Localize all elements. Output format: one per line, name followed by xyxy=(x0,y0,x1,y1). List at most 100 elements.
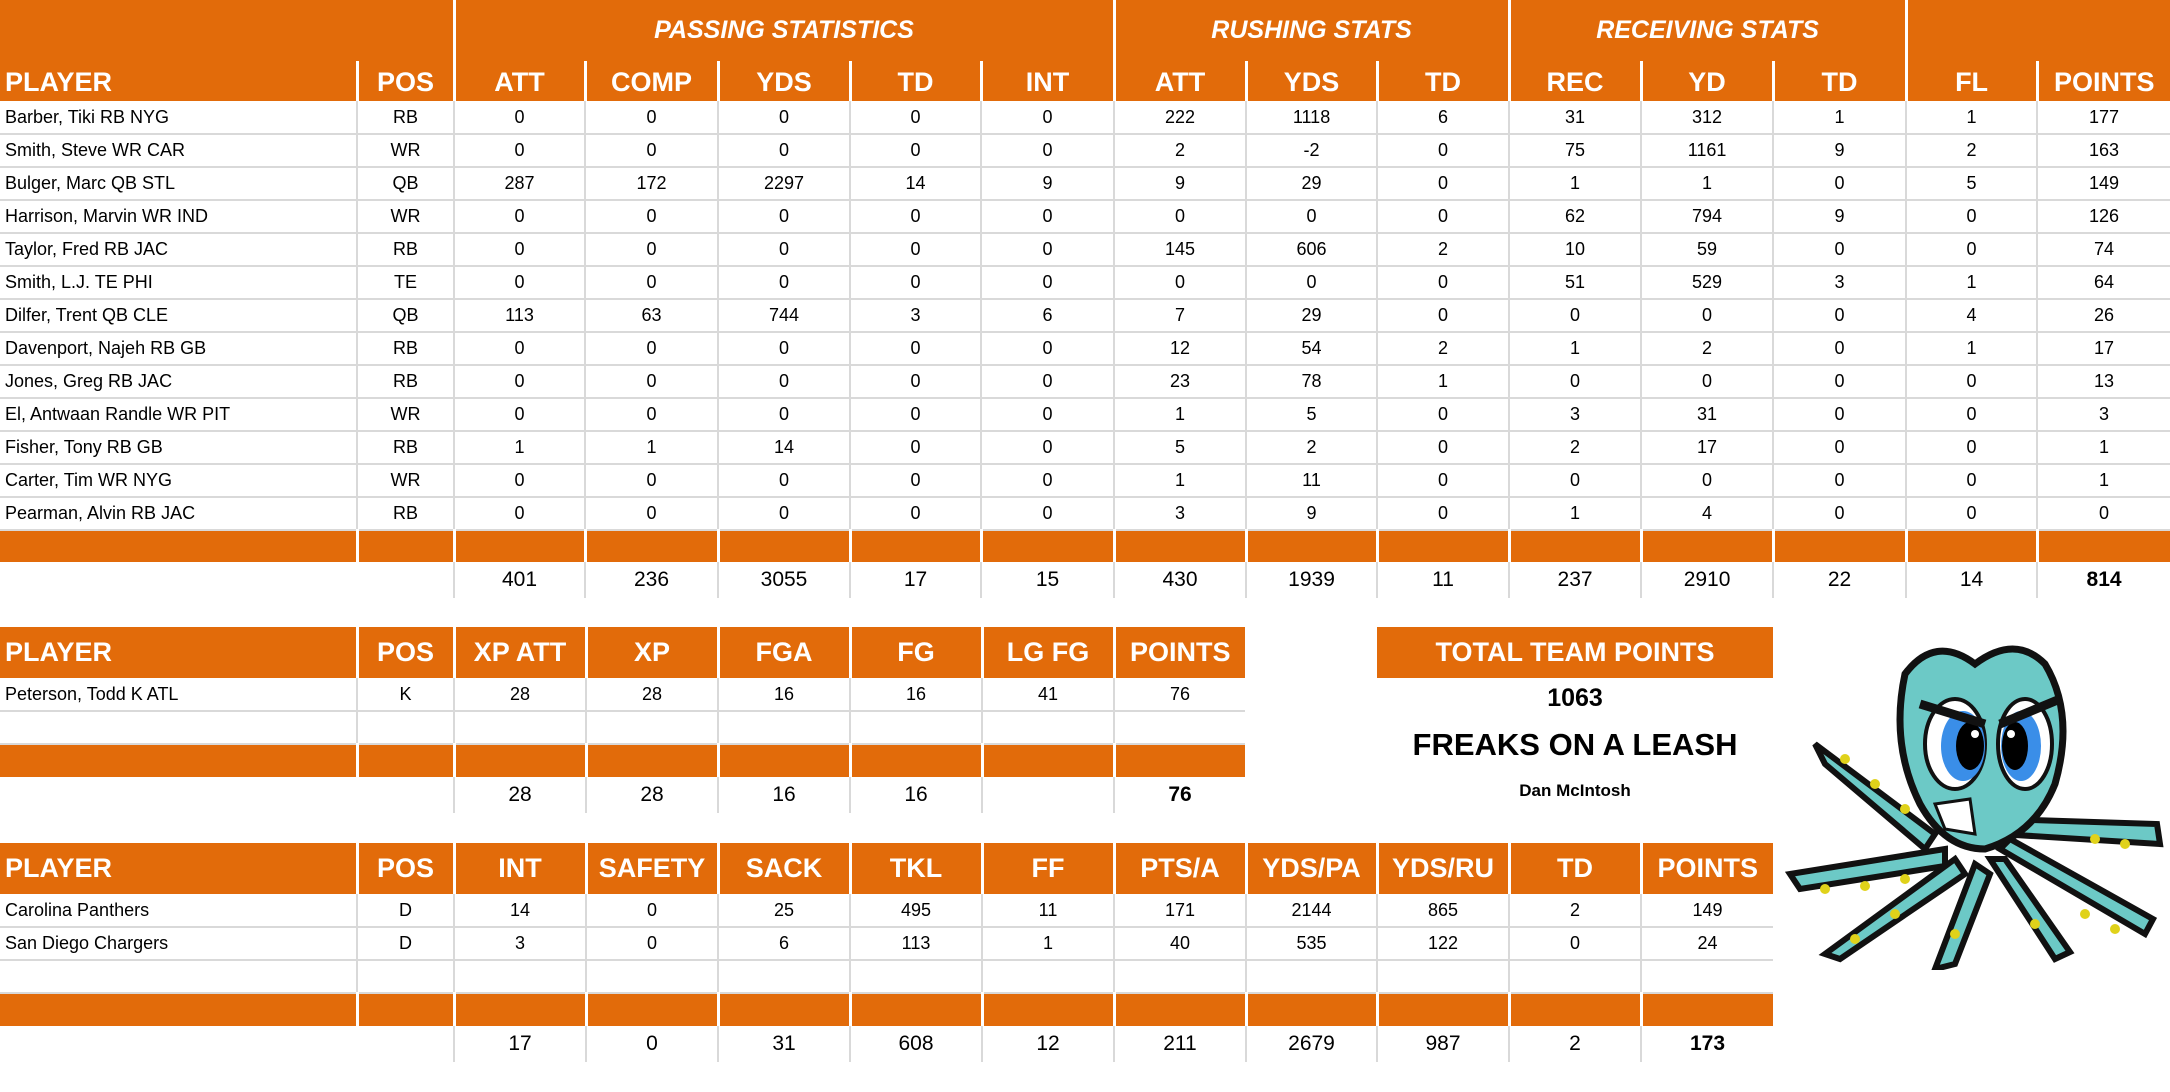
column-header-yds[interactable]: YDS xyxy=(1244,61,1378,101)
column-header-yds-pa[interactable]: YDS/PA xyxy=(1244,843,1377,894)
total-cell xyxy=(357,562,454,598)
column-header-fg[interactable]: FG xyxy=(848,627,982,678)
total-cell: 17 xyxy=(453,1026,586,1062)
column-header-td[interactable]: TD xyxy=(1507,843,1641,894)
group-header-row: PASSING STATISTICS RUSHING STATS RECEIVING… xyxy=(0,0,2170,61)
empty-cell xyxy=(1245,960,1377,994)
column-header-points[interactable]: POINTS xyxy=(1112,627,1245,678)
table-row: El, Antwaan Randle WR PIT WR 0 0 0 0 0 1 5 0 3 31 0 0… xyxy=(0,398,2170,432)
column-header-ff[interactable]: FF xyxy=(980,843,1114,894)
total-cell: 1939 xyxy=(1245,562,1378,598)
column-header-fga[interactable]: FGA xyxy=(716,627,850,678)
column-header-row: PLAYER POS XP ATT XP FGA FG LG FG POINTS xyxy=(0,627,1245,678)
column-header-lg-fg[interactable]: LG FG xyxy=(980,627,1114,678)
total-cell: 2679 xyxy=(1245,1026,1377,1062)
table-row: Barber, Tiki RB NYG RB 0 0 0 0 0 222 1118 6 31 312 1… xyxy=(0,101,2170,135)
separator-row xyxy=(0,993,1773,1026)
column-header-td[interactable]: TD xyxy=(848,61,981,101)
column-header-row: PLAYER POS ATT COMP YDS TD INT ATT YDS TD REC YD TD F… xyxy=(0,61,2170,101)
column-header-rec[interactable]: REC xyxy=(1507,61,1642,101)
column-header-row: PLAYER POS INT SAFETY SACK TKL FF PTS/A YDS/PA YD… xyxy=(0,843,1773,894)
column-header-points[interactable]: POINTS xyxy=(1639,843,1773,894)
stat-cell: 0 xyxy=(2036,497,2170,531)
column-header-pos[interactable]: POS xyxy=(355,61,454,101)
stat-cell: 0 xyxy=(584,233,718,267)
stat-cell: 2 xyxy=(1376,332,1510,366)
stat-cell: 1 xyxy=(2036,464,2170,498)
empty-cell xyxy=(0,960,357,994)
stat-cell: 1 xyxy=(1113,398,1247,432)
stat-cell: RB xyxy=(356,233,454,267)
column-header-pts-a[interactable]: PTS/A xyxy=(1112,843,1246,894)
column-header-yds[interactable]: YDS xyxy=(716,61,850,101)
empty-cell xyxy=(717,711,850,745)
stat-cell: 0 xyxy=(849,200,981,234)
offense-stats-table: PASSING STATISTICS RUSHING STATS RECEIVING… xyxy=(0,0,2170,598)
separator-cell xyxy=(1507,993,1641,1026)
column-header-att[interactable]: ATT xyxy=(1112,61,1247,101)
column-header-safety[interactable]: SAFETY xyxy=(584,843,718,894)
separator-cell xyxy=(716,744,850,777)
stat-cell: 0 xyxy=(1772,299,1907,333)
stat-cell: 0 xyxy=(1772,365,1907,399)
empty-cell xyxy=(453,711,586,745)
column-header-int[interactable]: INT xyxy=(452,843,586,894)
separator-row xyxy=(0,744,1245,777)
column-header-pos[interactable]: POS xyxy=(355,627,454,678)
empty-cell xyxy=(0,711,357,745)
stat-cell: -2 xyxy=(1245,134,1378,168)
column-header-td[interactable]: TD xyxy=(1771,61,1907,101)
separator-cell xyxy=(355,744,454,777)
stat-cell: 24 xyxy=(1640,927,1773,961)
column-header-xp[interactable]: XP xyxy=(584,627,718,678)
total-cell: 814 xyxy=(2036,562,2170,598)
column-header-sack[interactable]: SACK xyxy=(716,843,850,894)
stat-cell: 0 xyxy=(849,398,981,432)
stat-cell: 0 xyxy=(453,398,585,432)
column-header-int[interactable]: INT xyxy=(979,61,1115,101)
stat-cell: TE xyxy=(356,266,454,300)
separator-cell xyxy=(1112,744,1245,777)
stat-cell: 177 xyxy=(2036,101,2170,135)
empty-row xyxy=(0,711,1245,745)
stat-cell: 0 xyxy=(1640,299,1774,333)
stat-cell: 0 xyxy=(1640,365,1774,399)
column-header-td[interactable]: TD xyxy=(1375,61,1510,101)
table-row: Davenport, Najeh RB GB RB 0 0 0 0 0 12 54 2 1 2 0 1 17 xyxy=(0,332,2170,366)
column-header-pos[interactable]: POS xyxy=(355,843,454,894)
column-header-player[interactable]: PLAYER xyxy=(0,627,357,678)
stat-cell: 3 xyxy=(453,927,586,961)
stat-cell: 3 xyxy=(1772,266,1907,300)
stat-cell: 0 xyxy=(1508,365,1642,399)
stat-cell: 865 xyxy=(1376,894,1509,928)
stat-cell: 0 xyxy=(1508,299,1642,333)
stat-cell: 9 xyxy=(979,167,1115,201)
column-header-player[interactable]: PLAYER xyxy=(0,843,357,894)
column-header-fl[interactable]: FL xyxy=(1904,61,2038,101)
stat-cell: 12 xyxy=(1113,332,1247,366)
separator-cell xyxy=(452,530,585,562)
stat-cell: 6 xyxy=(1376,101,1510,135)
column-header-att[interactable]: ATT xyxy=(452,61,585,101)
player-name-cell: Fisher, Tony RB GB xyxy=(0,431,357,465)
column-header-tkl[interactable]: TKL xyxy=(848,843,982,894)
column-header-points[interactable]: POINTS xyxy=(2035,61,2170,101)
total-cell: 16 xyxy=(849,777,982,813)
stat-cell: 31 xyxy=(1508,101,1642,135)
stat-cell: 0 xyxy=(717,200,850,234)
separator-cell xyxy=(716,530,850,562)
stat-cell: D xyxy=(356,894,454,928)
stat-cell: 0 xyxy=(979,332,1115,366)
column-header-comp[interactable]: COMP xyxy=(583,61,718,101)
column-header-xp-att[interactable]: XP ATT xyxy=(452,627,586,678)
stat-cell: 287 xyxy=(453,167,585,201)
column-header-player[interactable]: PLAYER xyxy=(0,61,357,101)
column-header-yd[interactable]: YD xyxy=(1639,61,1774,101)
stat-cell: 0 xyxy=(1905,398,2038,432)
stat-cell: 0 xyxy=(1376,464,1510,498)
separator-cell xyxy=(980,993,1114,1026)
stat-cell: 0 xyxy=(1905,497,2038,531)
stat-cell: 0 xyxy=(1113,200,1247,234)
stat-cell: 0 xyxy=(849,266,981,300)
column-header-yds-ru[interactable]: YDS/RU xyxy=(1375,843,1509,894)
